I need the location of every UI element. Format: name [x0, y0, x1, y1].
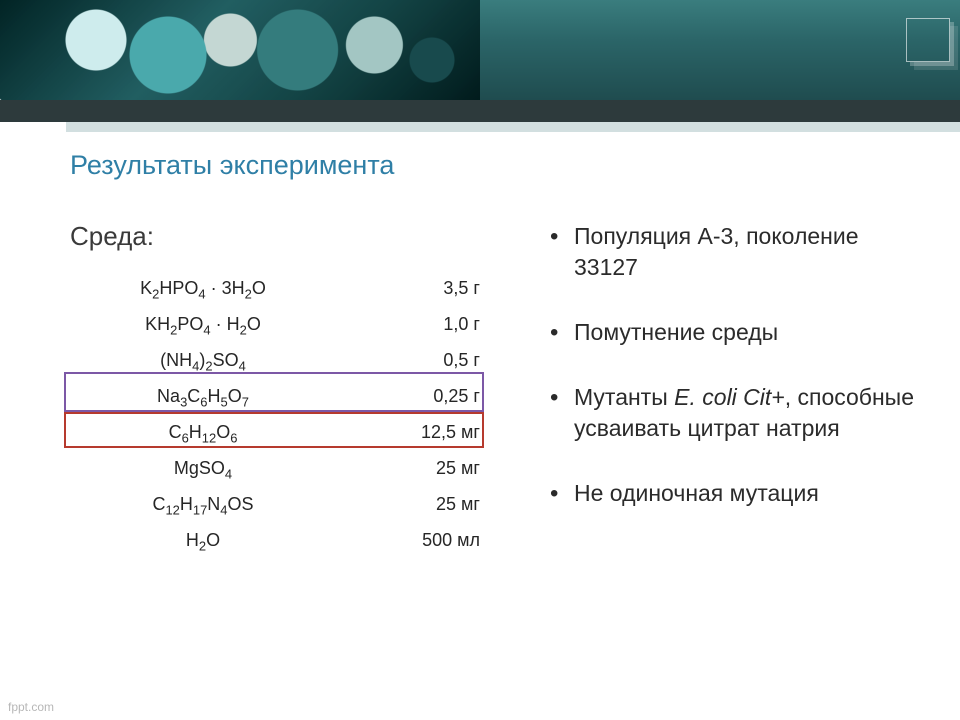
table-row: MgSO425 мг [88, 450, 530, 486]
table-row: (NH4)2SO40,5 г [88, 342, 530, 378]
formula-cell: Na3C6H5O7 [88, 386, 318, 407]
table-row: K2HPO4 · 3H2O3,5 г [88, 270, 530, 306]
bullet-item: Не одиночная мутация [550, 478, 920, 509]
amount-cell: 0,5 г [318, 350, 488, 371]
bullet-list: Популяция А-3, поколение 33127 Помутнение… [550, 221, 920, 509]
right-column: Популяция А-3, поколение 33127 Помутнение… [550, 221, 920, 558]
table-row: Na3C6H5O70,25 г [88, 378, 530, 414]
amount-cell: 500 мл [318, 530, 488, 551]
bullet-item: Мутанты E. coli Cit+, способные усваиват… [550, 382, 920, 444]
formula-cell: MgSO4 [88, 458, 318, 479]
amount-cell: 25 мг [318, 494, 488, 515]
formula-cell: H2O [88, 530, 318, 551]
bullet-item: Помутнение среды [550, 317, 920, 348]
table-row: C12H17N4OS25 мг [88, 486, 530, 522]
slide-content: Результаты эксперимента Среда: K2HPO4 · … [70, 140, 920, 558]
bullet-item: Популяция А-3, поколение 33127 [550, 221, 920, 283]
header-subband [0, 100, 960, 122]
formula-cell: K2HPO4 · 3H2O [88, 278, 318, 299]
slide-title: Результаты эксперимента [70, 150, 920, 181]
amount-cell: 25 мг [318, 458, 488, 479]
formula-cell: (NH4)2SO4 [88, 350, 318, 371]
footer-credit: fppt.com [8, 700, 54, 714]
header-right-panel [480, 0, 960, 100]
header-band [0, 0, 960, 122]
subhead: Среда: [70, 221, 530, 252]
formula-cell: C6H12O6 [88, 422, 318, 443]
medium-table: K2HPO4 · 3H2O3,5 гKH2PO4 · H2O1,0 г(NH4)… [70, 270, 530, 558]
amount-cell: 0,25 г [318, 386, 488, 407]
left-column: Среда: K2HPO4 · 3H2O3,5 гKH2PO4 · H2O1,0… [70, 221, 530, 558]
formula-cell: KH2PO4 · H2O [88, 314, 318, 335]
table-row: C6H12O612,5 мг [88, 414, 530, 450]
amount-cell: 1,0 г [318, 314, 488, 335]
header-image [0, 0, 480, 100]
columns: Среда: K2HPO4 · 3H2O3,5 гKH2PO4 · H2O1,0… [70, 221, 920, 558]
formula-cell: C12H17N4OS [88, 494, 318, 515]
amount-cell: 12,5 мг [318, 422, 488, 443]
table-row: H2O500 мл [88, 522, 530, 558]
table-row: KH2PO4 · H2O1,0 г [88, 306, 530, 342]
amount-cell: 3,5 г [318, 278, 488, 299]
header-stripe [66, 122, 960, 132]
